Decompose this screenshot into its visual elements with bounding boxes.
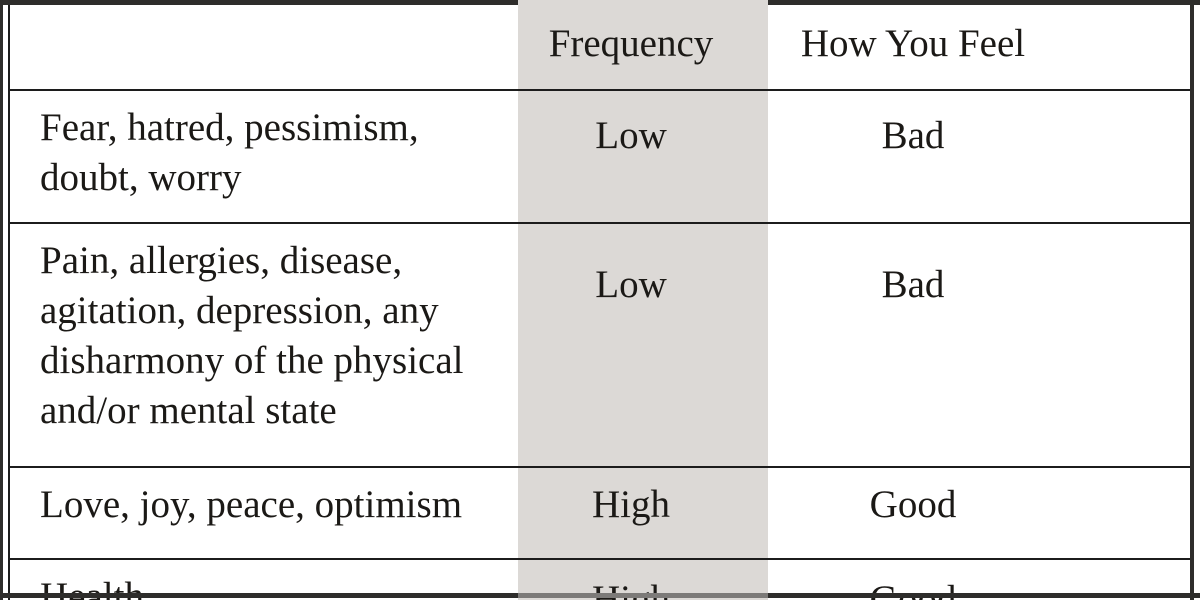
outer-frame-bottom [0, 593, 1200, 598]
cell-feel: Good [769, 467, 1191, 560]
cell-emotion: Fear, hatred, pessimism, doubt, worry [8, 90, 519, 224]
band-tint-over-bottom-frame [518, 593, 768, 598]
cell-feel: Bad [769, 223, 1191, 468]
cell-frequency: High [519, 467, 769, 560]
emotion-frequency-table: Frequency How You Feel Fear, hatred, pes… [8, 5, 1191, 600]
cell-feel: Bad [769, 90, 1191, 224]
band-over-top-frame [518, 0, 768, 5]
cell-emotion: Pain, allergies, disease, agitation, dep… [8, 223, 519, 468]
cell-frequency: Low [519, 90, 769, 224]
table-row: Pain, allergies, disease, agitation, dep… [8, 223, 1191, 468]
header-frequency: Frequency [519, 5, 769, 91]
table-header-row: Frequency How You Feel [8, 5, 1191, 91]
header-how-you-feel: How You Feel [769, 5, 1191, 91]
outer-frame-right [1190, 0, 1194, 600]
table-row: Love, joy, peace, optimism High Good [8, 467, 1191, 560]
outer-frame-left [0, 0, 3, 600]
cell-frequency: Low [519, 223, 769, 468]
table-row: Fear, hatred, pessimism, doubt, worry Lo… [8, 90, 1191, 224]
cell-emotion: Love, joy, peace, optimism [8, 467, 519, 560]
header-blank-cell [8, 5, 519, 91]
